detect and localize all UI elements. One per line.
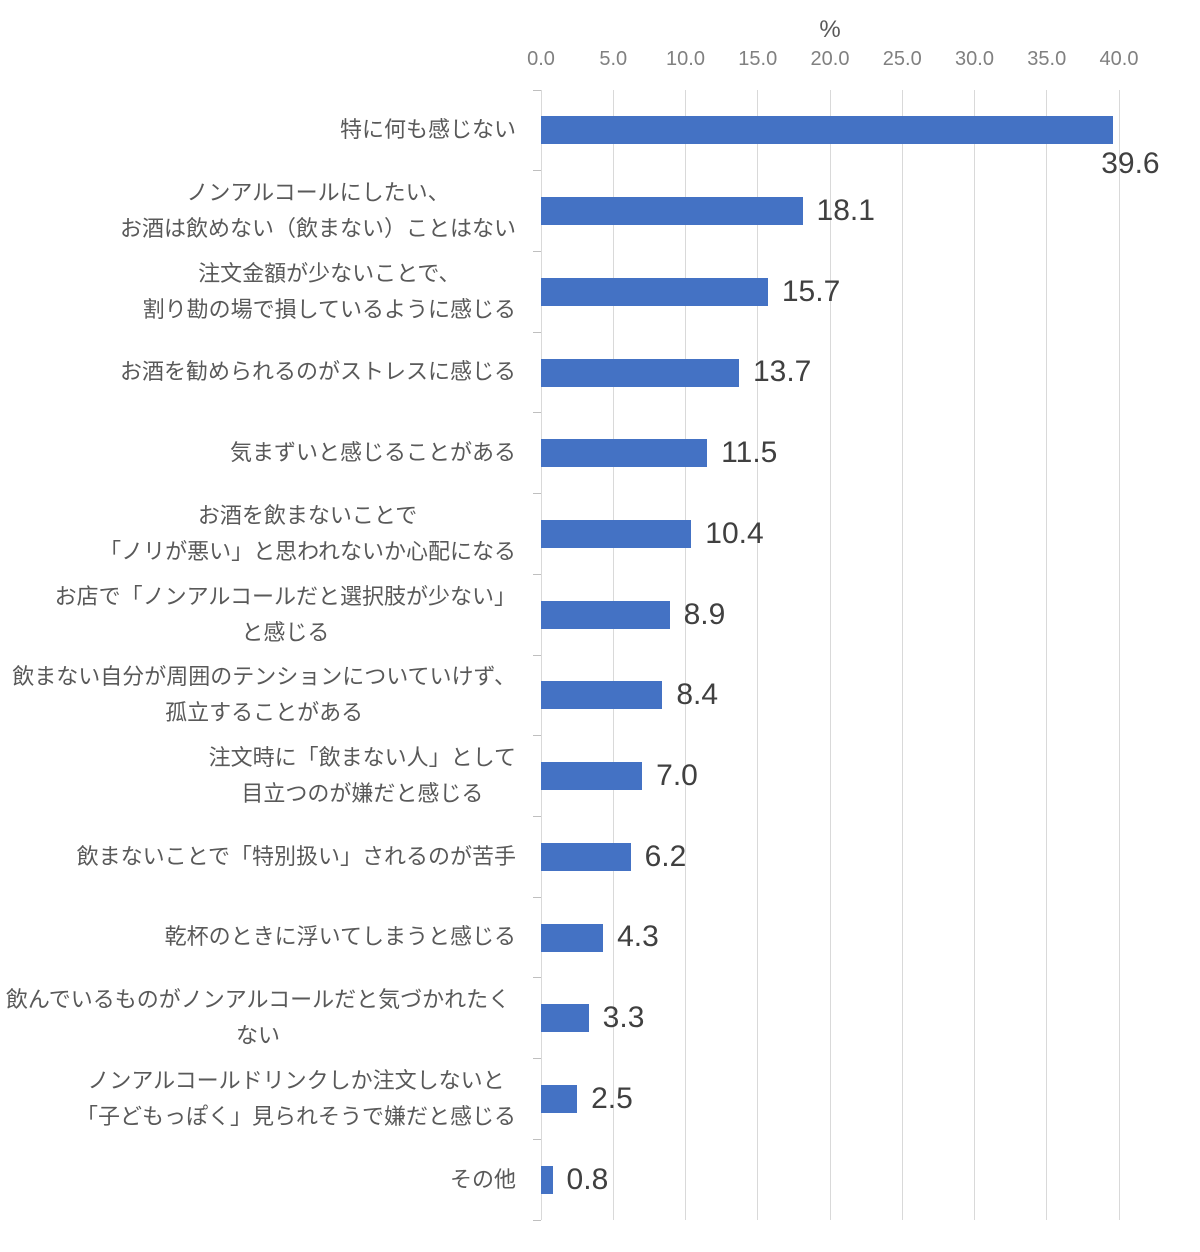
- category-label: ノンアルコールにしたい、 お酒は飲めない（飲まない）ことはない: [0, 171, 516, 252]
- category-axis-tick: [533, 1138, 541, 1140]
- value-label: 18.1: [816, 194, 875, 228]
- gridline: [974, 90, 975, 1220]
- gridline: [540, 90, 542, 1220]
- category-axis-tick: [533, 573, 541, 575]
- category-axis-tick: [533, 412, 541, 414]
- category-label: 乾杯のときに浮いてしまうと感じる: [0, 897, 516, 978]
- bar: [541, 358, 739, 387]
- bar: [541, 1084, 578, 1113]
- category-label-text: ノンアルコールにしたい、 お酒は飲めない（飲まない）ことはない: [119, 180, 516, 242]
- category-label-text: お店で「ノンアルコールだと選択肢が少ない」 と感じる: [54, 583, 516, 645]
- gridline: [757, 90, 759, 1220]
- category-axis-tick: [533, 896, 541, 898]
- bar: [541, 1165, 553, 1194]
- gridline: [829, 90, 831, 1220]
- value-label: 13.7: [752, 355, 812, 389]
- value-label: 10.4: [705, 516, 764, 550]
- category-label: ノンアルコールドリンクしか注文しないと 「子どもっぽく」見られそうで嫌だと感じる: [0, 1059, 516, 1140]
- category-label: 注文金額が少ないことで、 割り勘の場で損しているように感じる: [0, 251, 516, 332]
- category-label: 注文時に「飲まない人」として 目立つのが嫌だと感じる: [0, 736, 516, 817]
- x-tick-label: 5.0: [599, 48, 628, 70]
- category-label-text: 気まずいと感じることがある: [229, 440, 516, 466]
- category-axis-tick: [533, 250, 541, 252]
- category-axis-tick: [533, 735, 541, 737]
- category-axis-tick: [533, 815, 541, 817]
- x-tick-label: 10.0: [666, 48, 705, 70]
- bar: [541, 519, 692, 548]
- category-label: 特に何も感じない: [0, 90, 516, 171]
- bar: [541, 681, 663, 710]
- category-label: お店で「ノンアルコールだと選択肢が少ない」 と感じる: [0, 574, 516, 655]
- category-label-text: 注文金額が少ないことで、 割り勘の場で損しているように感じる: [142, 260, 516, 322]
- value-label: 11.5: [721, 436, 778, 470]
- value-label: 7.0: [656, 759, 698, 793]
- category-label-text: 注文時に「飲まない人」として 目立つのが嫌だと感じる: [208, 745, 516, 807]
- category-label: 飲まない自分が周囲のテンションについていけず、 孤立することがある: [0, 655, 516, 736]
- bar: [541, 277, 768, 306]
- bar: [541, 923, 604, 952]
- value-label: 39.6: [1101, 147, 1160, 181]
- category-label-text: 特に何も感じない: [339, 117, 516, 143]
- bar: [541, 439, 708, 468]
- axis-unit-label: %: [819, 16, 841, 43]
- category-label: 気まずいと感じることがある: [0, 413, 516, 494]
- category-axis-tick: [533, 89, 541, 91]
- category-axis-tick: [533, 654, 541, 656]
- category-axis-tick: [533, 170, 541, 172]
- gridline: [1118, 90, 1120, 1220]
- x-tick-label: 20.0: [810, 48, 850, 70]
- category-axis-tick: [533, 493, 541, 495]
- bar: [541, 197, 803, 226]
- category-label: 飲まないことで「特別扱い」されるのが苦手: [0, 816, 516, 897]
- category-axis-tick: [533, 977, 541, 979]
- category-label-text: 飲まないことで「特別扱い」されるのが苦手: [76, 843, 516, 869]
- category-label: お酒を勧められるのがストレスに感じる: [0, 332, 516, 413]
- category-label-text: 乾杯のときに浮いてしまうと感じる: [164, 924, 516, 950]
- value-label: 2.5: [591, 1081, 633, 1115]
- category-label: お酒を飲まないことで 「ノリが悪い」と思われないか心配になる: [0, 494, 516, 575]
- category-axis-tick: [533, 331, 541, 333]
- value-label: 4.3: [617, 920, 659, 954]
- category-label-text: ノンアルコールドリンクしか注文しないと 「子どもっぽく」見られそうで嫌だと感じる: [75, 1067, 516, 1129]
- x-tick-label: 15.0: [738, 48, 778, 70]
- category-axis-tick: [533, 1058, 541, 1060]
- category-label-text: お酒を飲まないことで 「ノリが悪い」と思われないか心配になる: [99, 502, 516, 564]
- gridline: [901, 90, 903, 1220]
- category-axis-tick: [533, 1219, 541, 1221]
- value-label: 6.2: [644, 839, 687, 873]
- gridline: [1046, 90, 1048, 1220]
- bar: [541, 600, 670, 629]
- x-tick-label: 0.0: [527, 48, 555, 70]
- gridline: [612, 90, 614, 1220]
- category-label-text: 飲んでいるものがノンアルコールだと気づかれたくない: [5, 987, 511, 1049]
- value-label: 0.8: [566, 1162, 609, 1196]
- bar: [541, 762, 643, 791]
- category-label: その他: [0, 1139, 516, 1220]
- category-label-text: その他: [449, 1166, 516, 1192]
- x-tick-label: 30.0: [955, 48, 994, 70]
- bar: [541, 842, 631, 871]
- gridline: [685, 90, 686, 1220]
- value-label: 8.4: [676, 678, 719, 712]
- x-tick-label: 40.0: [1099, 48, 1139, 70]
- bar: [541, 116, 1114, 145]
- category-label-text: お酒を勧められるのがストレスに感じる: [119, 359, 516, 385]
- value-label: 8.9: [683, 597, 726, 631]
- bar: [541, 1004, 589, 1033]
- value-label: 15.7: [781, 274, 841, 308]
- value-label: 3.3: [602, 1001, 645, 1035]
- category-label-text: 飲まない自分が周囲のテンションについていけず、 孤立することがある: [12, 664, 516, 726]
- category-label: 飲んでいるものがノンアルコールだと気づかれたくない: [0, 978, 516, 1059]
- x-tick-label: 35.0: [1027, 48, 1067, 70]
- x-tick-label: 25.0: [882, 48, 922, 70]
